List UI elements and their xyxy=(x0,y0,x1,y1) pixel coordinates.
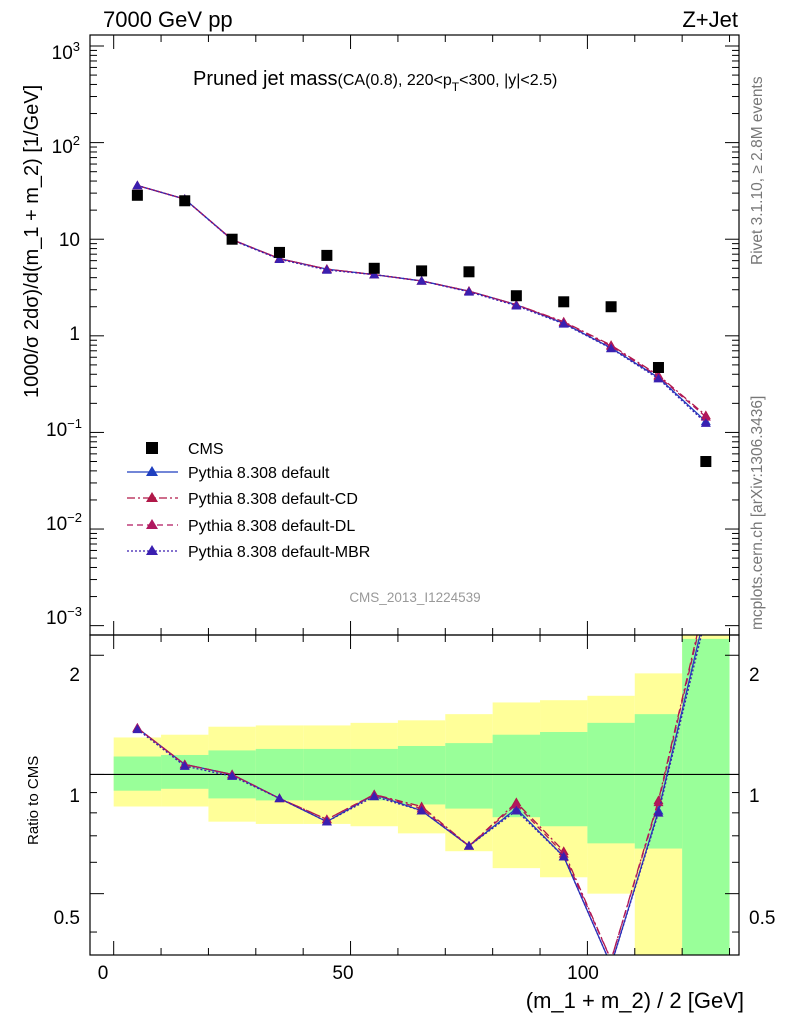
legend-label-cd: Pythia 8.308 default-CD xyxy=(188,491,358,508)
rivet-label: Rivet 3.1.10, ≥ 2.8M events xyxy=(749,76,766,265)
cms-data-point-3 xyxy=(273,246,285,258)
ratio-marker-mbr-1 xyxy=(179,761,190,770)
legend-marker-default xyxy=(146,466,158,476)
ratio-band-inner-9 xyxy=(540,732,588,827)
cms-data-point-9 xyxy=(558,296,570,308)
ratio-band-inner-11 xyxy=(634,714,683,849)
mcplots-label: mcplots.cern.ch [arXiv:1306.3436] xyxy=(749,396,766,630)
ratio-ytick-05-left: 0.5 xyxy=(54,908,80,929)
cms-data-point-12 xyxy=(700,456,712,468)
cms-data-point-6 xyxy=(416,265,428,277)
series-marker-mbr-5 xyxy=(369,269,380,279)
ratio-marker-mbr-11 xyxy=(653,807,664,817)
legend-data-marker xyxy=(146,442,158,454)
plot-title: Pruned jet mass(CA(0.8), 220<pT<300, |y|… xyxy=(193,68,557,94)
series-marker-mbr-10 xyxy=(606,343,617,353)
series-marker-mbr-9 xyxy=(558,318,569,328)
ratio-marker-mbr-8 xyxy=(511,805,522,815)
series-line-cd xyxy=(137,184,707,416)
cms-data-point-2 xyxy=(226,233,238,245)
ratio-marker-dl-8 xyxy=(511,799,522,809)
cms-data-point-5 xyxy=(368,262,380,274)
ratio-data-layer xyxy=(90,635,739,955)
ratio-ytick-2-left: 2 xyxy=(69,665,80,686)
legend: CMS Pythia 8.308 default Pythia 8.308 de… xyxy=(127,441,370,561)
x-axis-label: (m_1 + m_2) / 2 [GeV] xyxy=(526,988,744,1013)
ytick-1: 1 xyxy=(69,324,80,345)
legend-label-mbr: Pythia 8.308 default-MBR xyxy=(188,544,370,561)
header-energy: 7000 GeV pp xyxy=(103,7,233,32)
ratio-marker-mbr-9 xyxy=(558,851,569,861)
ratio-band-inner-6 xyxy=(397,745,446,805)
series-marker-mbr-4 xyxy=(321,265,332,274)
ratio-marker-dl-11 xyxy=(653,797,664,807)
analysis-watermark: CMS_2013_I1224539 xyxy=(349,590,480,605)
legend-data-label: CMS xyxy=(188,441,224,458)
cms-data-point-8 xyxy=(510,290,522,302)
top-y-axis-label: 1000/σ 2dσ)/d(m_1 + m_2) [1/GeV] xyxy=(21,85,43,398)
ratio-series-mbr xyxy=(132,635,703,955)
legend-label-dl: Pythia 8.308 default-DL xyxy=(188,518,355,535)
cms-data-point-7 xyxy=(463,266,475,278)
cms-data-point-10 xyxy=(605,301,617,313)
series-marker-mbr-6 xyxy=(416,275,427,285)
ratio-marker-mbr-6 xyxy=(416,805,427,815)
cms-data-point-1 xyxy=(179,195,191,207)
ratio-ytick-1-left: 1 xyxy=(69,786,80,807)
ratio-marker-mbr-4 xyxy=(321,816,332,826)
xtick-50: 50 xyxy=(332,963,353,984)
series-marker-mbr-12 xyxy=(700,418,711,427)
ratio-band-inner-7 xyxy=(445,743,493,809)
main-tick-marks xyxy=(90,35,739,635)
series-marker-mbr-11 xyxy=(653,373,664,383)
ratio-marker-mbr-7 xyxy=(463,840,474,850)
main-panel: 103 102 10 1 10−1 10−2 10−3 Pruned jet m… xyxy=(46,34,740,636)
ytick-1e-1: 10−1 xyxy=(46,416,82,441)
legend-marker-cd xyxy=(146,492,158,502)
series-line-dl xyxy=(137,184,707,418)
ratio-band-inner-0 xyxy=(113,756,162,791)
header-process: Z+Jet xyxy=(682,7,738,32)
ratio-band-inner-10 xyxy=(587,722,635,844)
ratio-marker-mbr-0 xyxy=(132,724,143,734)
xtick-100: 100 xyxy=(567,963,599,984)
cms-data-point-11 xyxy=(652,361,664,373)
series-marker-mbr-8 xyxy=(511,300,522,310)
ratio-marker-mbr-5 xyxy=(369,791,380,801)
ratio-marker-mbr-3 xyxy=(274,793,285,803)
ytick-10: 10 xyxy=(59,230,80,251)
ratio-tick-marks xyxy=(90,635,739,955)
series-marker-mbr-7 xyxy=(463,286,474,296)
xtick-0: 0 xyxy=(98,963,109,984)
ytick-1e-3: 10−3 xyxy=(46,604,82,629)
ytick-1e2: 102 xyxy=(52,133,80,158)
legend-marker-mbr xyxy=(146,545,158,555)
ratio-ytick-1-right: 1 xyxy=(749,786,760,807)
ratio-panel: 2 1 0.5 2 1 0.5 0 50 100 xyxy=(54,634,775,984)
series-marker-dl-12 xyxy=(700,411,711,421)
main-data-layer xyxy=(131,180,712,468)
ratio-panel-frame xyxy=(89,634,740,956)
ytick-1e3: 103 xyxy=(52,39,80,64)
ratio-band-inner-12 xyxy=(682,638,730,955)
series-marker-mbr-0 xyxy=(132,180,143,190)
ytick-1e-2: 10−2 xyxy=(46,510,82,535)
ratio-y-axis-label: Ratio to CMS xyxy=(25,756,42,845)
series-line-mbr xyxy=(137,184,707,424)
cms-data-point-0 xyxy=(131,189,143,201)
ratio-ytick-2-right: 2 xyxy=(749,665,760,686)
series-line-default xyxy=(137,184,707,422)
ratio-ytick-05-right: 0.5 xyxy=(749,908,775,929)
ratio-marker-mbr-2 xyxy=(227,771,238,780)
legend-label-default: Pythia 8.308 default xyxy=(188,465,330,482)
series-marker-mbr-3 xyxy=(274,254,285,264)
cms-data-point-4 xyxy=(321,249,333,261)
legend-marker-dl xyxy=(146,519,158,529)
